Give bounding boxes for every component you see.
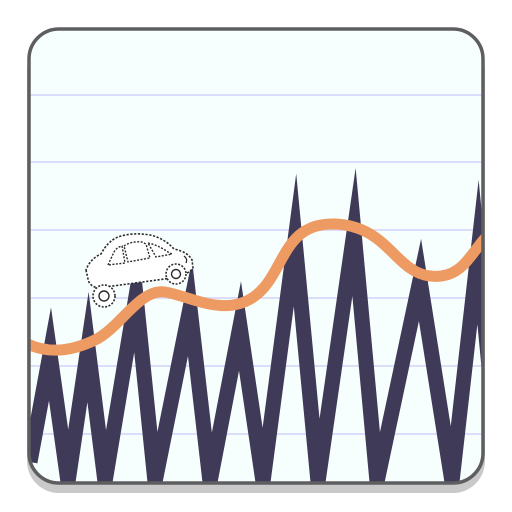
car-window-rear [106,245,126,266]
car-front-hub [170,268,182,280]
car-window-front [123,241,151,263]
road-track [29,218,483,356]
panel-border [27,27,485,485]
car-headlight [183,255,188,264]
car-window-back [146,242,175,258]
car-icon [85,233,194,308]
car-rear-hub [98,290,110,302]
